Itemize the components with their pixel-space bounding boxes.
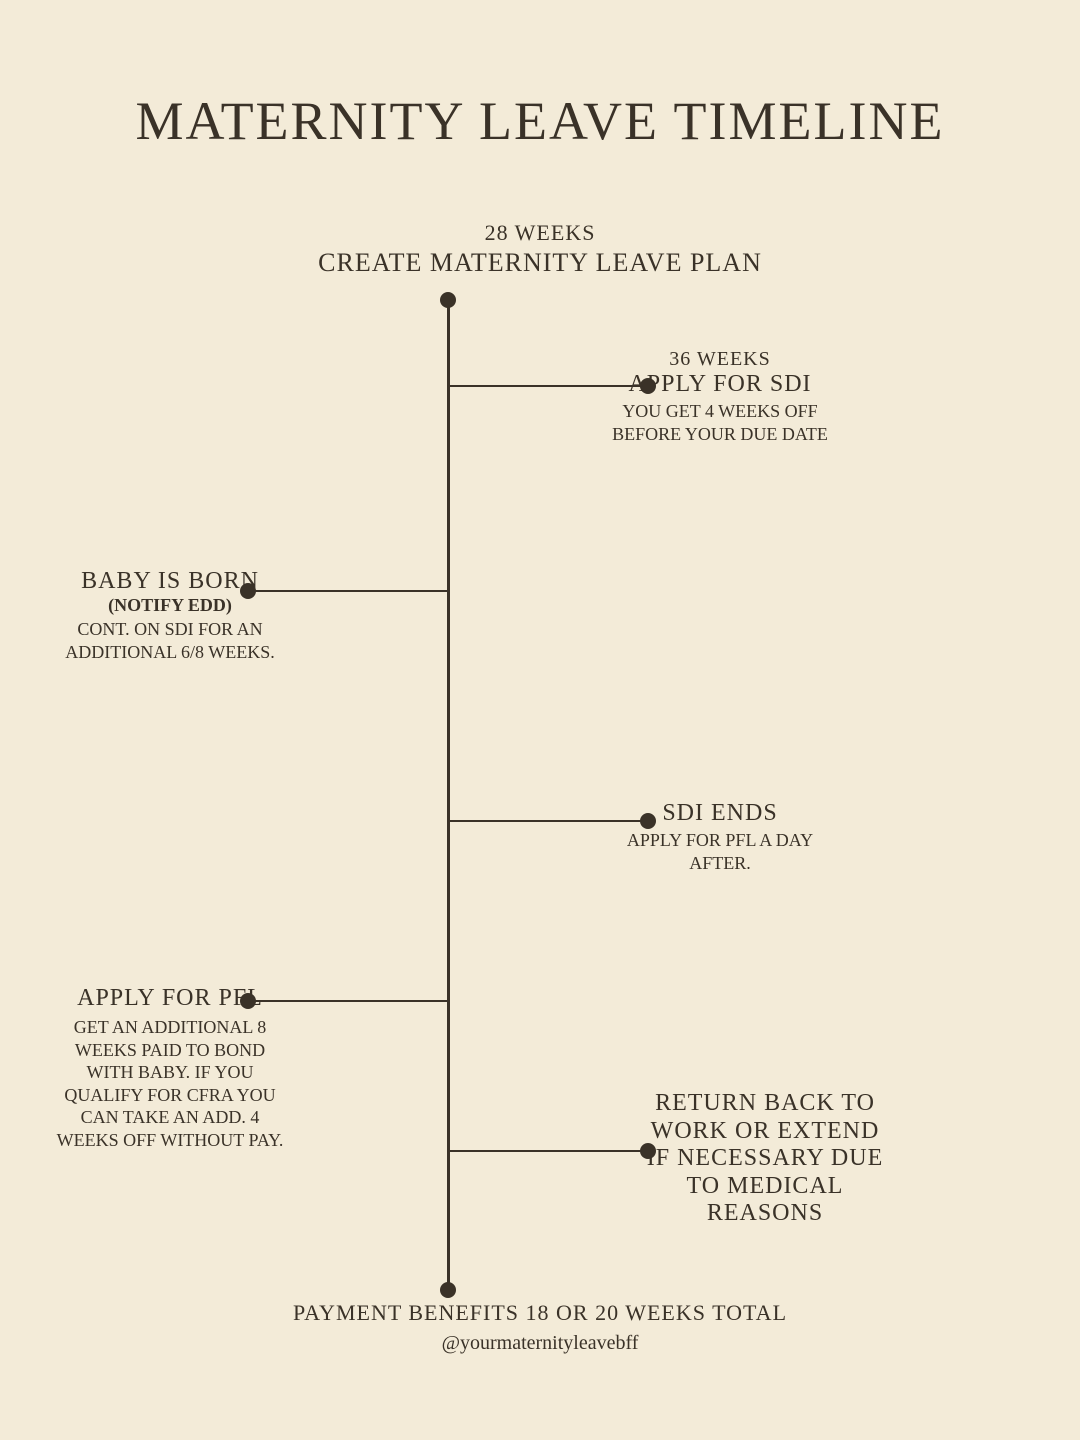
event-body: APPLY FOR PFL A DAY AFTER. (610, 829, 830, 874)
timeline-top-label: 28 WEEKS CREATE MATERNITY LEAVE PLAN (0, 220, 1080, 278)
event-bold: (NOTIFY EDD) (20, 595, 320, 616)
event-head: RETURN BACK TO WORK OR EXTEND IF NECESSA… (640, 1090, 890, 1228)
event-sub: APPLY FOR SDI (580, 371, 860, 398)
top-action: CREATE MATERNITY LEAVE PLAN (0, 248, 1080, 278)
event-sdi-ends: SDI ENDS APPLY FOR PFL A DAY AFTER. (580, 800, 860, 874)
top-weeks: 28 WEEKS (0, 220, 1080, 246)
event-return: RETURN BACK TO WORK OR EXTEND IF NECESSA… (640, 1090, 890, 1228)
page-title: MATERNITY LEAVE TIMELINE (0, 90, 1080, 152)
event-body: CONT. ON SDI FOR AN ADDITIONAL 6/8 WEEKS… (55, 618, 285, 663)
timeline-dot-bottom (440, 1282, 456, 1298)
event-head: BABY IS BORN (20, 568, 320, 595)
event-body: GET AN ADDITIONAL 8 WEEKS PAID TO BOND W… (55, 1016, 285, 1151)
bottom-payment: PAYMENT BENEFITS 18 OR 20 WEEKS TOTAL (0, 1300, 1080, 1326)
event-head: SDI ENDS (580, 800, 860, 827)
event-body: YOU GET 4 WEEKS OFF BEFORE YOUR DUE DATE (610, 400, 830, 445)
branch-return (448, 1150, 648, 1152)
timeline-dot-top (440, 292, 456, 308)
event-baby-born: BABY IS BORN (NOTIFY EDD) CONT. ON SDI F… (20, 568, 320, 663)
event-head: APPLY FOR PFL (20, 985, 320, 1012)
timeline-bottom-label: PAYMENT BENEFITS 18 OR 20 WEEKS TOTAL @y… (0, 1300, 1080, 1355)
timeline-line (447, 300, 450, 1290)
event-head: 36 WEEKS (580, 348, 860, 371)
event-apply-sdi: 36 WEEKS APPLY FOR SDI YOU GET 4 WEEKS O… (580, 348, 860, 445)
bottom-handle: @yourmaternityleavebff (0, 1332, 1080, 1355)
event-apply-pfl: APPLY FOR PFL GET AN ADDITIONAL 8 WEEKS … (20, 985, 320, 1151)
